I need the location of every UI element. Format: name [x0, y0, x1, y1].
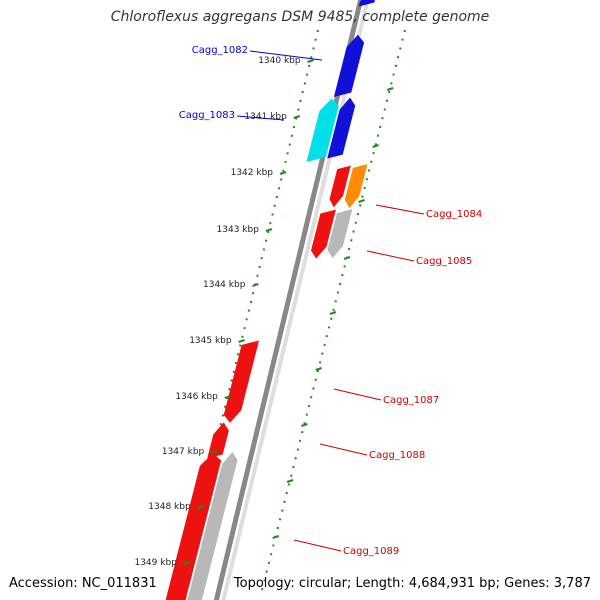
kbp-tick-mark	[265, 228, 273, 232]
accession-text: Accession: NC_011831	[9, 576, 157, 591]
gene-label: Cagg_1084	[426, 209, 482, 220]
gene-label-leader	[366, 250, 415, 262]
gene-label: Cagg_1082	[192, 45, 248, 56]
gene-label-leader	[236, 115, 285, 121]
gene-labels: Cagg_1082 Cagg_1083 Cagg_1084 Cagg_1085 Cagg…	[179, 45, 483, 557]
outer-tick-mark	[286, 479, 294, 483]
kbp-tick-mark	[293, 115, 301, 119]
kbp-tick-mark	[307, 59, 314, 63]
kbp-tick-mark	[210, 450, 218, 454]
reverse-gene-arrow	[207, 422, 229, 459]
outer-tick-mark	[329, 311, 337, 315]
outer-dotted-track	[261, 29, 406, 591]
inner-tick-track	[179, 29, 319, 591]
gene-label: Cagg_1089	[343, 546, 399, 557]
kbp-tick-label: 1342 kbp	[231, 168, 274, 178]
kbp-tick-label: 1340 kbp	[258, 56, 301, 66]
outer-tick-mark	[386, 87, 394, 91]
outer-tick-mark	[301, 423, 308, 427]
kbp-tick-label: 1349 kbp	[134, 558, 177, 568]
forward-gene-arrow	[358, 0, 375, 7]
gene-label: Cagg_1087	[383, 395, 439, 406]
forward-gene-arrow	[333, 34, 365, 98]
kbp-tick-label: 1343 kbp	[217, 225, 260, 235]
kbp-tick-label: 1341 kbp	[244, 112, 287, 122]
kbp-tick-mark	[197, 505, 205, 509]
reverse-gene-arrow	[310, 209, 336, 259]
genome-summary-text: Topology: circular; Length: 4,684,931 bp…	[233, 576, 591, 591]
kbp-tick-label: 1344 kbp	[203, 280, 246, 290]
reverse-gene-arrow	[327, 209, 353, 259]
gene-label-leader	[319, 443, 368, 456]
kbp-tick-mark	[252, 283, 259, 287]
kbp-ticks: 1340 kbp 1341 kbp 1342 kbp 1343 kbp 1344 kbp…	[134, 56, 394, 568]
outer-tick-track	[261, 29, 406, 591]
kbp-tick-label: 1348 kbp	[148, 502, 191, 512]
inner-dotted-track	[179, 29, 319, 591]
kbp-tick-mark	[279, 171, 287, 175]
gene-label: Cagg_1085	[416, 256, 472, 267]
gene-label-leader	[293, 539, 342, 552]
gene-label: Cagg_1083	[179, 110, 235, 121]
outer-tick-mark	[272, 535, 280, 539]
kbp-tick-label: 1347 kbp	[162, 447, 205, 457]
reverse-gene-arrow	[187, 451, 238, 600]
reverse-gene-arrow	[344, 164, 368, 209]
outer-tick-mark	[315, 367, 323, 371]
reverse-gene-arrow	[223, 340, 260, 423]
gene-label-leader	[333, 388, 382, 401]
kbp-tick-mark	[183, 561, 191, 565]
kbp-tick-mark	[224, 395, 232, 399]
kbp-tick-label: 1346 kbp	[175, 392, 218, 402]
outer-tick-mark	[358, 199, 365, 203]
forward-gene-arrow	[306, 98, 339, 162]
kbp-tick-label: 1345 kbp	[189, 336, 232, 346]
gene-features	[165, 0, 375, 600]
gene-label-leader	[375, 204, 425, 215]
reverse-gene-arrow	[329, 165, 351, 208]
gene-label: Cagg_1088	[369, 450, 425, 461]
outer-tick-mark	[343, 256, 351, 260]
genome-title: Chloroflexus aggregans DSM 9485, complet…	[110, 9, 490, 25]
reverse-gene-arrow	[165, 453, 222, 600]
outer-tick-mark	[372, 144, 379, 148]
gene-label-leader	[249, 50, 323, 61]
forward-gene-arrow	[327, 97, 356, 159]
kbp-tick-mark	[238, 339, 245, 343]
